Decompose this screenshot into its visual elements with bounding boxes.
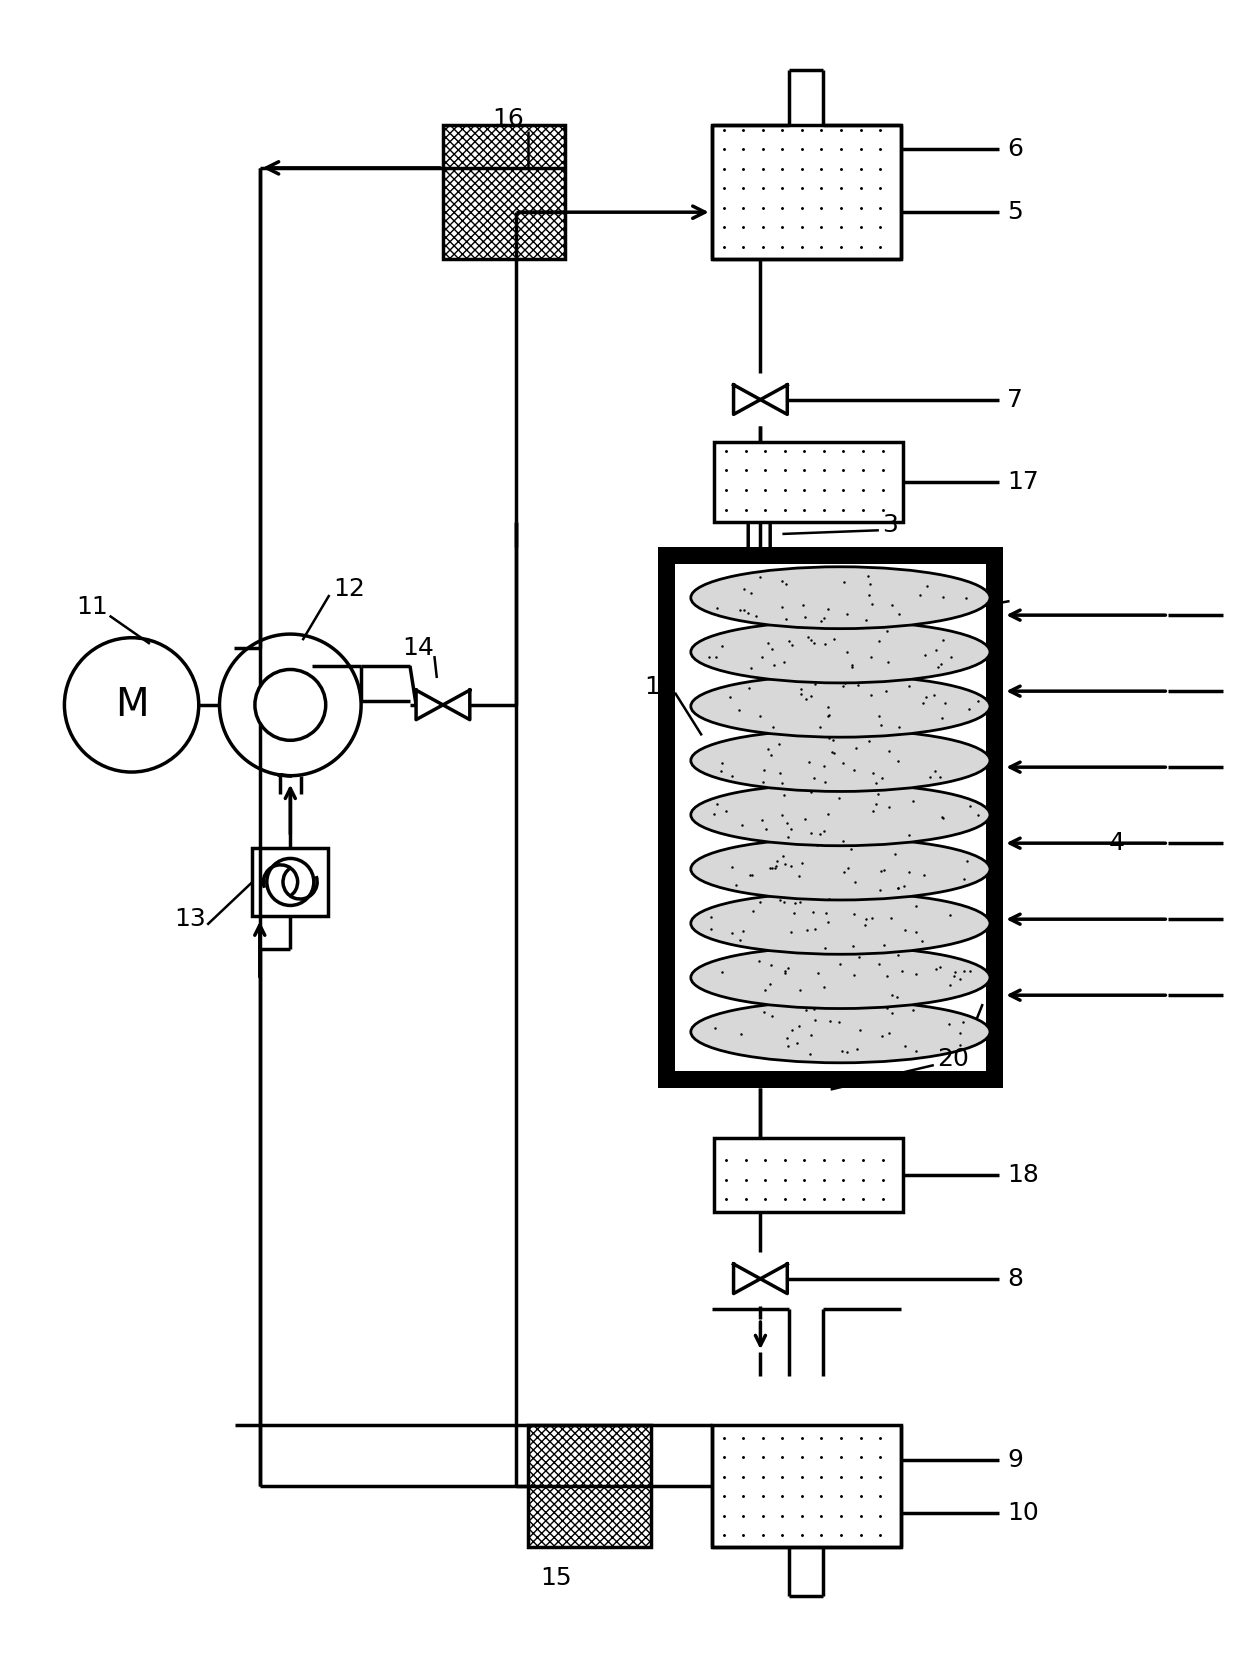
Ellipse shape: [691, 1001, 990, 1064]
Text: 14: 14: [403, 635, 434, 660]
Text: 18: 18: [1007, 1163, 1039, 1188]
Circle shape: [255, 670, 326, 741]
Text: 8: 8: [1007, 1267, 1023, 1290]
Ellipse shape: [691, 784, 990, 845]
Text: 7: 7: [1007, 387, 1023, 412]
Text: 20: 20: [937, 1047, 970, 1072]
Bar: [712, 126, 900, 260]
Text: 15: 15: [541, 1566, 572, 1589]
Text: M: M: [115, 686, 149, 724]
Bar: [443, 126, 565, 260]
Polygon shape: [658, 1072, 1003, 1088]
Polygon shape: [986, 547, 1003, 1072]
Polygon shape: [734, 385, 760, 415]
Text: 4: 4: [1109, 832, 1125, 855]
Text: 6: 6: [1007, 137, 1023, 160]
Text: 5: 5: [1007, 200, 1023, 225]
Text: 1: 1: [986, 589, 1002, 614]
Text: 13: 13: [175, 906, 206, 931]
Text: 2: 2: [986, 986, 1002, 1011]
Text: 3: 3: [883, 513, 899, 538]
Ellipse shape: [691, 620, 990, 683]
Circle shape: [267, 858, 314, 905]
Polygon shape: [417, 690, 443, 719]
Ellipse shape: [691, 893, 990, 954]
Ellipse shape: [691, 839, 990, 900]
Polygon shape: [443, 690, 470, 719]
Text: 10: 10: [1007, 1502, 1039, 1525]
Ellipse shape: [691, 729, 990, 792]
Bar: [712, 1426, 900, 1548]
Text: 11: 11: [77, 595, 108, 619]
Text: 16: 16: [492, 108, 523, 131]
Polygon shape: [734, 1264, 760, 1293]
Ellipse shape: [691, 946, 990, 1009]
Ellipse shape: [691, 675, 990, 738]
Text: 12: 12: [334, 577, 365, 600]
Text: 17: 17: [1007, 470, 1039, 495]
Text: 9: 9: [1007, 1447, 1023, 1472]
Polygon shape: [658, 547, 675, 1072]
Bar: [528, 1426, 651, 1548]
Text: 19: 19: [645, 675, 676, 698]
Bar: [253, 849, 329, 916]
Bar: [714, 442, 903, 521]
Polygon shape: [760, 1264, 787, 1293]
Ellipse shape: [691, 567, 990, 629]
Polygon shape: [760, 385, 787, 415]
Bar: [714, 1138, 903, 1212]
Polygon shape: [658, 547, 1003, 564]
Circle shape: [64, 638, 198, 772]
